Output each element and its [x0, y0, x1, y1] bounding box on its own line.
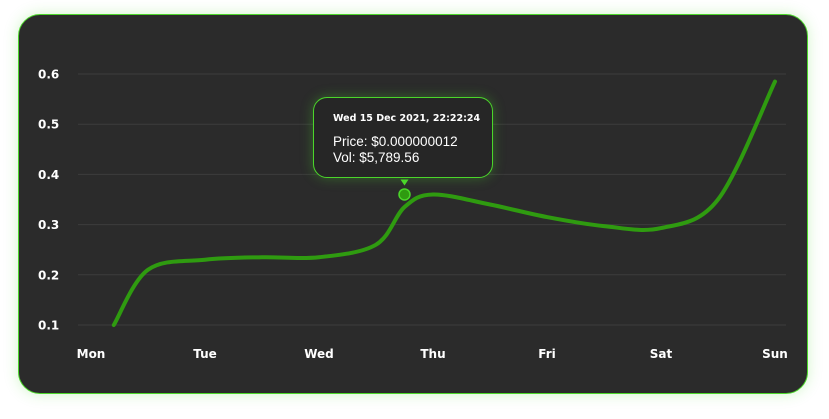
tooltip-date: Wed 15 Dec 2021, 22:22:24 [333, 113, 481, 124]
series-layer [111, 79, 777, 327]
price-tooltip: Wed 15 Dec 2021, 22:22:24 Price: $0.0000… [313, 97, 493, 178]
highlight-point[interactable] [398, 188, 411, 201]
x-axis-ticks: Mon Tue Wed Thu Fri Sat Sun [77, 347, 788, 361]
x-tick-label: Sat [650, 347, 673, 361]
x-tick-label: Mon [77, 347, 106, 361]
y-tick-label: 0.2 [38, 268, 59, 282]
y-tick-label: 0.6 [38, 68, 59, 82]
y-tick-label: 0.3 [38, 218, 59, 232]
y-tick-label: 0.1 [38, 319, 59, 333]
y-axis-ticks: 0.1 0.2 0.3 0.4 0.5 0.6 [38, 68, 59, 333]
tooltip-volume: Vol: $5,789.56 [333, 150, 420, 165]
marker-layer [398, 179, 411, 201]
x-tick-label: Sun [762, 347, 788, 361]
tooltip-pointer [400, 179, 409, 186]
y-tick-label: 0.5 [38, 118, 59, 132]
chart-card [18, 14, 808, 394]
tooltip-price: Price: $0.000000012 [333, 134, 458, 149]
y-tick-label: 0.4 [38, 168, 59, 182]
x-tick-label: Wed [304, 347, 334, 361]
series-line-0 [111, 79, 777, 327]
x-tick-label: Tue [193, 347, 217, 361]
x-tick-label: Thu [420, 347, 445, 361]
x-tick-label: Fri [538, 347, 555, 361]
